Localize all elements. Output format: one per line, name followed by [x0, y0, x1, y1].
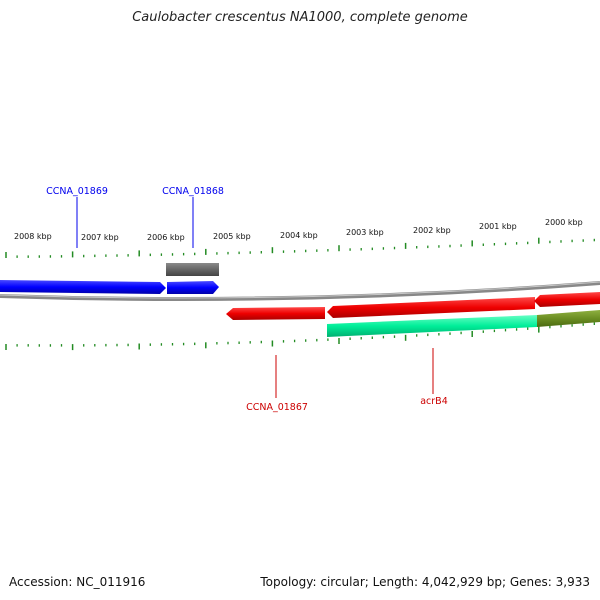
scale-label: 2005 kbp — [213, 232, 251, 241]
feature-cyan-block[interactable] — [327, 315, 537, 337]
scale-ticks-inner — [5, 322, 595, 351]
gene-label-acrb4[interactable]: acrB4 — [420, 396, 448, 407]
gene-ccna-01867-arrow[interactable] — [226, 307, 325, 320]
scale-label: 2000 kbp — [545, 218, 583, 227]
scale-label: 2006 kbp — [147, 233, 185, 242]
scale-label: 2007 kbp — [81, 233, 119, 242]
feature-gray-block[interactable] — [166, 263, 219, 276]
scale-ticks-outer — [5, 237, 595, 258]
feature-olive-block[interactable] — [537, 310, 600, 327]
gene-acrb4-arrow[interactable] — [327, 297, 535, 318]
gene-ccna-01869-arrow[interactable] — [0, 280, 166, 294]
gene-label-ccna-01867[interactable]: CCNA_01867 — [246, 402, 308, 413]
scale-label: 2002 kbp — [413, 226, 451, 235]
gene-ccna-01868-arrow[interactable] — [167, 281, 219, 294]
genome-backbone — [0, 281, 600, 302]
scale-label: 2004 kbp — [280, 231, 318, 240]
map-title: Caulobacter crescentus NA1000, complete … — [132, 10, 468, 25]
genome-summary-text: Topology: circular; Length: 4,042,929 bp… — [260, 575, 590, 589]
scale-label: 2003 kbp — [346, 228, 384, 237]
scale-labels: 2008 kbp 2007 kbp 2006 kbp 2005 kbp 2004… — [14, 218, 583, 242]
gene-label-ccna-01868[interactable]: CCNA_01868 — [162, 186, 224, 197]
genome-backbone-highlight — [0, 281, 600, 299]
scale-label: 2001 kbp — [479, 222, 517, 231]
gene-label-ccna-01869[interactable]: CCNA_01869 — [46, 186, 108, 197]
gene-right-red-arrow[interactable] — [534, 292, 600, 307]
accession-text: Accession: NC_011916 — [9, 575, 146, 589]
scale-label: 2008 kbp — [14, 232, 52, 241]
